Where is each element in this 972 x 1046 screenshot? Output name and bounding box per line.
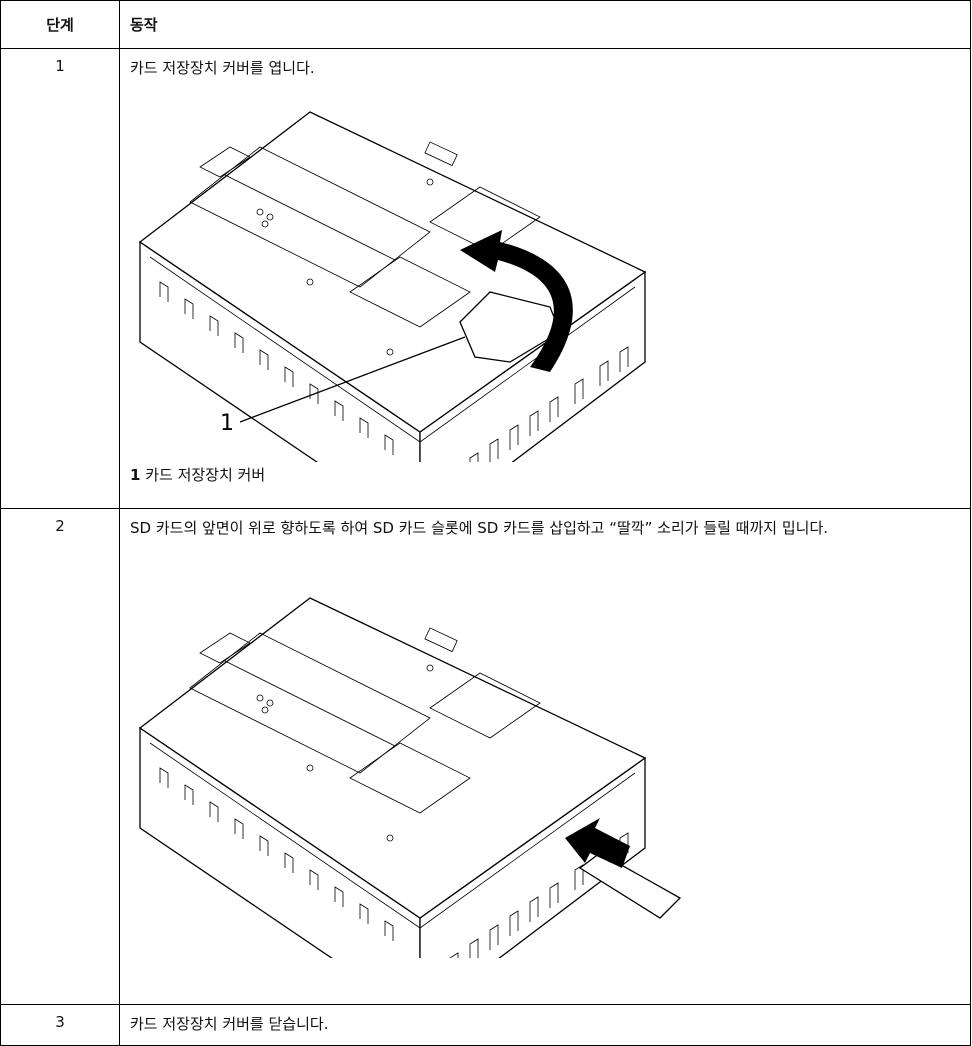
callout-label: 1 (220, 411, 234, 436)
step-number: 2 (0, 508, 120, 1005)
open-arrow (460, 230, 573, 372)
caption-text: 카드 저장장치 커버 (145, 466, 266, 484)
step-number: 3 (0, 1004, 120, 1046)
step-row: 3 카드 저장장치 커버를 닫습니다. (0, 1004, 971, 1046)
caption: 1 카드 저장장치 커버 (130, 464, 960, 485)
illustration: 1 (139, 111, 646, 462)
header-cell: 단계 (0, 0, 120, 49)
sd-card (578, 852, 682, 919)
action-text: 카드 저장장치 커버를 엽니다. (130, 59, 315, 77)
insert-arrow (565, 818, 630, 868)
action-text: 카드 저장장치 커버를 닫습니다. (119, 1004, 971, 1046)
action-cell: 카드 저장장치 커버를 엽니다. 1 1 카드 저장장치 커버 (119, 48, 971, 509)
header-row: 단계 동작 (0, 0, 971, 49)
step-number: 1 (0, 48, 120, 509)
caption-number: 1 (130, 466, 141, 484)
illustration (139, 597, 682, 958)
action-text: SD 카드의 앞면이 위로 향하도록 하여 SD 카드 슬롯에 SD 카드를 삽… (130, 519, 829, 537)
header-cell: 동작 (119, 0, 971, 49)
step-row: 1 카드 저장장치 커버를 엽니다. 1 1 카드 저장장치 커버 (0, 48, 971, 509)
action-cell: SD 카드의 앞면이 위로 향하도록 하여 SD 카드 슬롯에 SD 카드를 삽… (119, 508, 971, 1005)
callout-line (239, 336, 466, 423)
step-row: 2 SD 카드의 앞면이 위로 향하도록 하여 SD 카드 슬롯에 SD 카드를… (0, 508, 971, 1005)
